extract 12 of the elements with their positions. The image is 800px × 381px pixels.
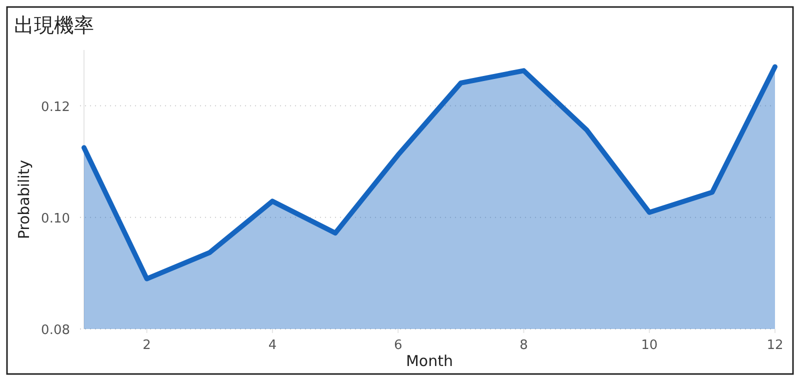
x-tick-label: 4	[268, 338, 277, 353]
x-tick-label: 8	[520, 338, 528, 353]
x-tick-label: 12	[766, 338, 784, 353]
x-tick-label: 2	[142, 338, 151, 353]
y-tick-label: 0.08	[41, 323, 70, 338]
x-axis-title: Month	[406, 352, 454, 370]
x-tick-label: 6	[394, 338, 402, 353]
y-tick-label: 0.12	[41, 100, 70, 115]
x-tick-label: 10	[641, 338, 658, 353]
chart-title: 出現機率	[14, 13, 94, 37]
y-axis-title: Probability	[15, 160, 33, 240]
y-tick-label: 0.10	[41, 211, 70, 226]
